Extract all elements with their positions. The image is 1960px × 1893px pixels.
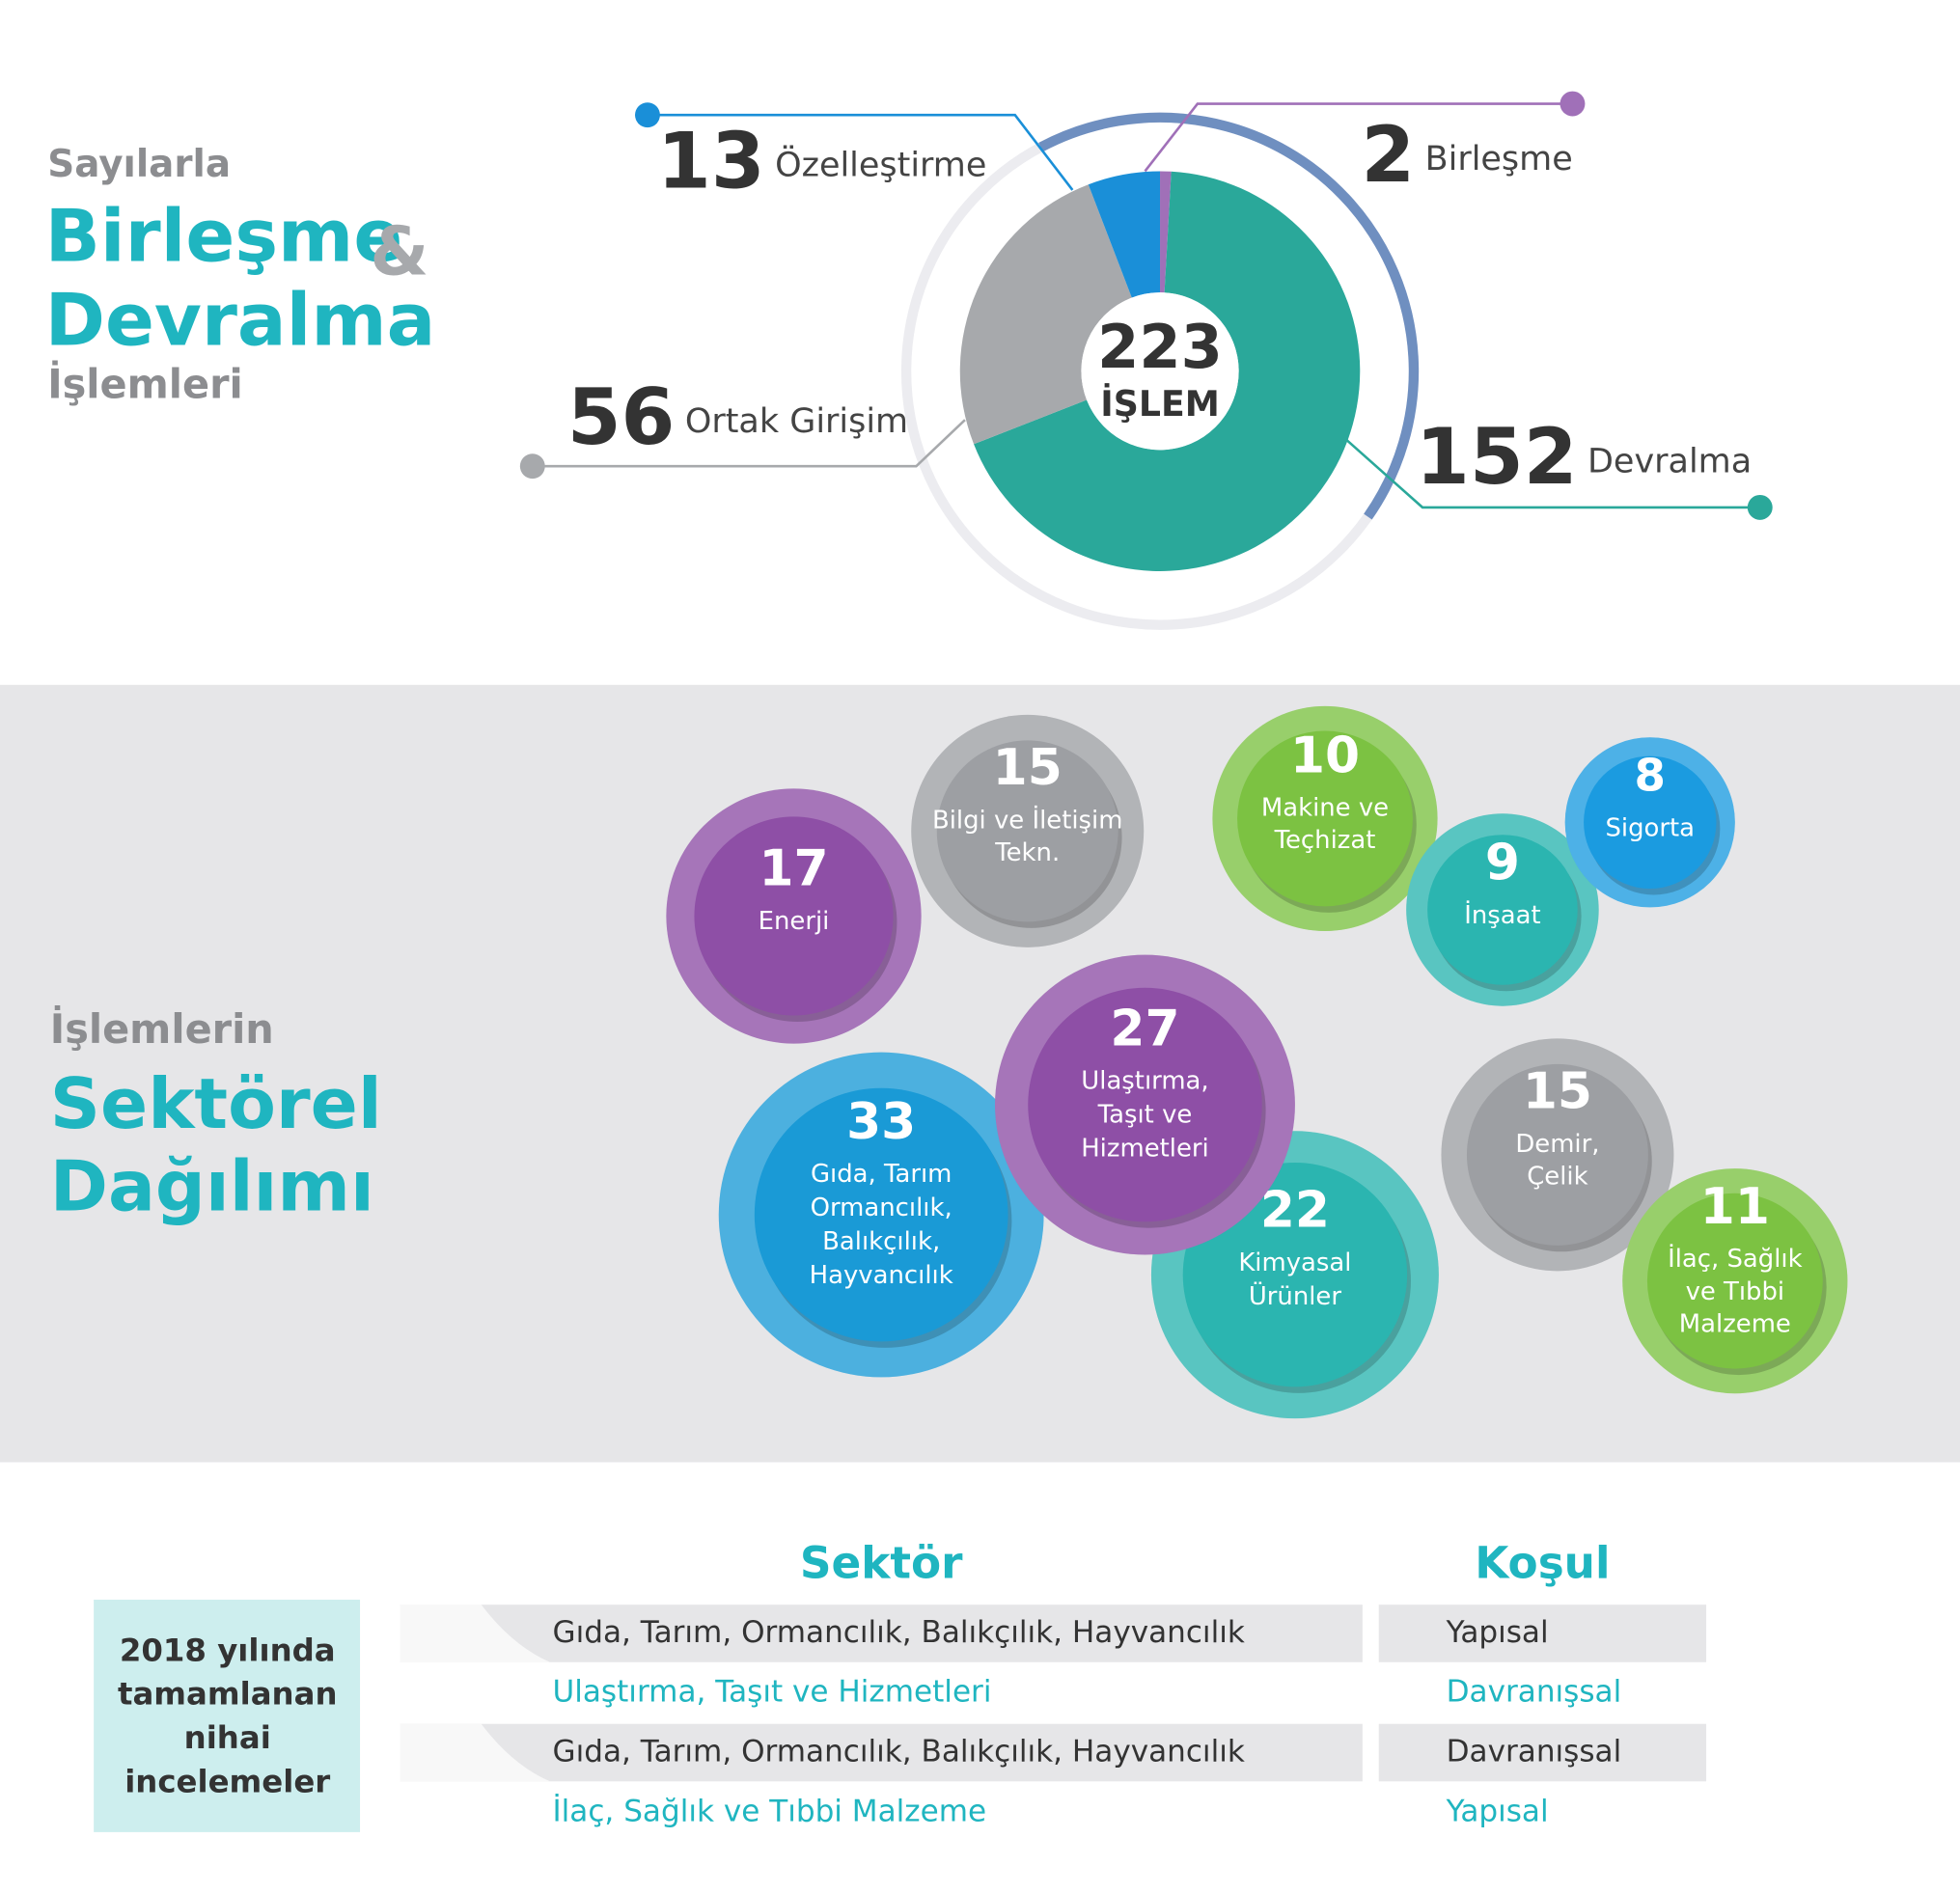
bubble-label: Ürünler: [1249, 1280, 1342, 1311]
center: [1081, 292, 1239, 451]
value-label: 56: [567, 371, 676, 462]
bubble-label: Teçhizat: [1274, 826, 1376, 855]
category-label: Özelleştirme: [775, 144, 986, 184]
bubble-value: 33: [846, 1093, 916, 1151]
center-label: İŞLEM: [1100, 383, 1220, 425]
bubble-value: 15: [1523, 1063, 1592, 1121]
bubble-value: 11: [1700, 1178, 1770, 1236]
bubble-label: Makine ve: [1261, 794, 1389, 823]
donut-slice: [974, 171, 1361, 571]
bubble-label: Ulaştırma,: [1081, 1067, 1208, 1096]
title: Devralma: [45, 277, 436, 362]
category-label: Ortak Girişim: [685, 402, 908, 441]
caption: nihai: [184, 1719, 271, 1756]
row-curl: [400, 1723, 550, 1782]
bubble-value: 22: [1260, 1182, 1330, 1240]
donut-slice: [1160, 171, 1172, 293]
row-band: [400, 1723, 1363, 1782]
bubble-inner: [1466, 1063, 1648, 1246]
bubble-label: İlaç, Sağlık: [1668, 1243, 1803, 1274]
subtitle: İşlemleri: [47, 362, 243, 408]
center-value: 223: [1097, 312, 1223, 382]
donut-slice: [959, 184, 1132, 445]
bubble-label: Çelik: [1527, 1163, 1587, 1192]
category-label: Birleşme: [1425, 140, 1573, 178]
accent-arc: [1038, 112, 1420, 520]
row-band: [1378, 1723, 1707, 1782]
bubble-inner: [936, 740, 1118, 922]
row-curl: [400, 1605, 550, 1662]
title: Dağılımı: [50, 1146, 374, 1227]
bubble-label: Ormancılık,: [811, 1193, 952, 1222]
bubble-inner: [754, 1087, 1008, 1342]
kicker: İşlemlerin: [50, 1006, 274, 1053]
bubble-label: Sigorta: [1605, 813, 1695, 842]
bubble-label: ve Tıbbi: [1686, 1277, 1785, 1306]
bubble-value: 27: [1110, 1000, 1179, 1057]
row-band: [400, 1605, 1363, 1662]
leader-line: [1144, 102, 1573, 173]
title: Birleşme: [45, 194, 403, 279]
sector-cell: Ulaştırma, Taşıt ve Hizmetleri: [553, 1675, 992, 1710]
leader-line: [532, 419, 966, 468]
bubble-value: 17: [759, 839, 828, 897]
leader-dot: [519, 453, 545, 480]
sector-cell: Gıda, Tarım, Ormancılık, Balıkçılık, Hay…: [553, 1615, 1245, 1650]
bubble-value: 9: [1485, 835, 1520, 892]
caption-box: [94, 1599, 361, 1832]
leader-line: [647, 113, 1074, 191]
bubble-inner: [1028, 987, 1262, 1222]
bubble-value: 10: [1290, 727, 1360, 784]
value-label: 2: [1361, 109, 1415, 200]
ampersand: &: [370, 213, 428, 291]
condition-cell: Yapısal: [1446, 1794, 1549, 1828]
condition-cell: Davranışsal: [1447, 1675, 1622, 1710]
bubble-label: Kimyasal: [1238, 1248, 1351, 1277]
bubble-label: Demir,: [1515, 1130, 1599, 1159]
sector-cell: İlaç, Sağlık ve Tıbbi Malzeme: [553, 1792, 987, 1828]
column-header: Sektör: [800, 1538, 963, 1589]
bubble-label: Enerji: [759, 907, 830, 936]
column-header: Koşul: [1475, 1538, 1610, 1589]
bubble-inner: [1646, 1193, 1823, 1369]
condition-cell: Yapısal: [1446, 1615, 1549, 1650]
bubble-label: Bilgi ve İletişim: [932, 805, 1122, 836]
bubble-inner: [1237, 730, 1413, 907]
bubble-label: İnşaat: [1464, 899, 1540, 930]
row-band: [1378, 1605, 1707, 1662]
condition-cell: Davranışsal: [1447, 1735, 1622, 1770]
bubble-label: Malzeme: [1679, 1310, 1791, 1339]
bubble-value: 15: [993, 739, 1063, 797]
bubble-label: Gıda, Tarım: [811, 1160, 952, 1189]
value-label: 13: [657, 115, 765, 206]
bubble-label: Hayvancılık: [810, 1261, 953, 1290]
bubble-label: Hizmetleri: [1081, 1135, 1209, 1164]
leader-dot: [635, 102, 660, 128]
bubble-label: Tekn.: [994, 838, 1060, 867]
caption: tamamlanan: [118, 1676, 338, 1713]
leader-line: [1342, 436, 1760, 509]
bubble-inner: [1584, 755, 1717, 890]
value-label: 152: [1416, 411, 1578, 502]
donut-slice: [1088, 171, 1161, 298]
bubble-label: Balıkçılık,: [822, 1227, 940, 1256]
category-label: Devralma: [1587, 442, 1752, 480]
sector-cell: Gıda, Tarım, Ormancılık, Balıkçılık, Hay…: [553, 1735, 1245, 1770]
caption: incelemeler: [124, 1763, 330, 1799]
caption: 2018 yılında: [120, 1632, 336, 1668]
kicker: Sayılarla: [47, 143, 231, 186]
bubble-label: Taşıt ve: [1097, 1101, 1193, 1130]
bubble-inner: [694, 816, 894, 1016]
bubble-value: 8: [1635, 749, 1666, 801]
leader-dot: [1747, 494, 1773, 520]
bubble-inner: [1427, 835, 1578, 985]
leader-dot: [1560, 91, 1586, 117]
title: Sektörel: [50, 1064, 382, 1145]
